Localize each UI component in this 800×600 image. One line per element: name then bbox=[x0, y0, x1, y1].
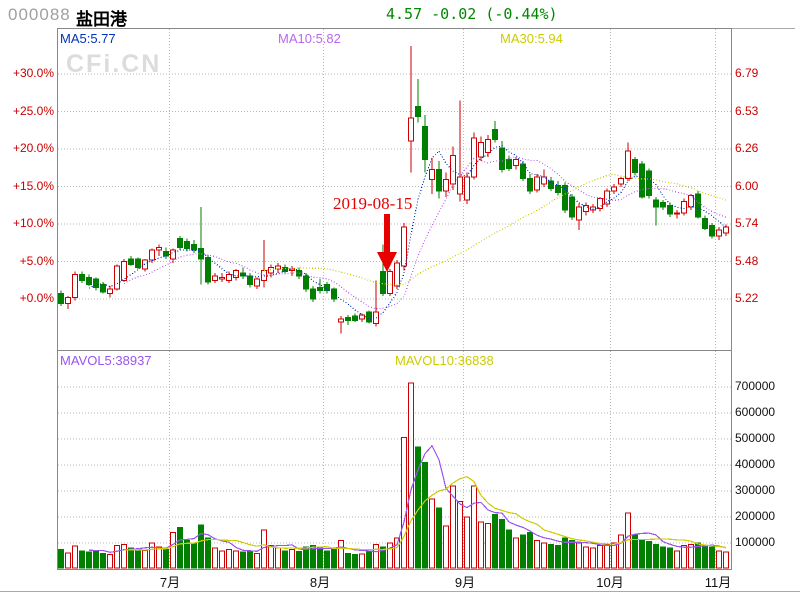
month-label: 9月 bbox=[454, 575, 476, 590]
stock-code: 000088 bbox=[8, 5, 71, 24]
volume-axis-label: 200000 bbox=[735, 509, 776, 523]
volume-axis-label: 100000 bbox=[735, 535, 776, 549]
price-axis-label: 6.53 bbox=[735, 103, 759, 118]
price-axis-label: 5.48 bbox=[735, 253, 759, 268]
price-axis-label: 6.79 bbox=[735, 66, 759, 80]
volume-axis-label: 300000 bbox=[735, 483, 776, 497]
price-quote: 4.57 -0.02 (-0.44%) bbox=[386, 5, 558, 23]
volume-chart bbox=[58, 351, 731, 569]
price-axis-label: 6.26 bbox=[735, 141, 759, 155]
price-axis-label: 5.22 bbox=[735, 291, 759, 305]
month-label: 7月 bbox=[159, 575, 181, 590]
volume-axis-label: 600000 bbox=[735, 405, 776, 419]
price-chart-pane bbox=[57, 28, 732, 352]
ma30-label: MA30:5.94 bbox=[500, 31, 563, 46]
pct-axis-label: +0.0% bbox=[19, 291, 54, 305]
month-label: 10月 bbox=[596, 575, 624, 590]
mavol5-label: MAVOL5:38937 bbox=[60, 353, 152, 368]
price-axis-label: 6.00 bbox=[735, 178, 759, 193]
volume-axis-label: 500000 bbox=[735, 431, 776, 445]
month-label: 8月 bbox=[309, 575, 331, 590]
price-axis-label: 5.74 bbox=[735, 216, 759, 230]
ma10-label: MA10:5.82 bbox=[278, 31, 341, 46]
candlestick-chart bbox=[58, 29, 731, 351]
pct-axis-label: +20.0% bbox=[12, 141, 54, 155]
volume-chart-pane bbox=[57, 350, 732, 570]
pct-axis-label: +10.0% bbox=[12, 216, 54, 230]
stock-name: 盐田港 bbox=[76, 10, 127, 29]
cfi-watermark: CFi.CN bbox=[66, 50, 162, 78]
month-label: 11月 bbox=[704, 575, 732, 590]
volume-axis-label: 700000 bbox=[735, 379, 776, 393]
annotation-date-label: 2019-08-15 bbox=[333, 194, 413, 213]
page-bottom-divider bbox=[0, 591, 800, 592]
pct-axis-label: +15.0% bbox=[12, 178, 54, 193]
annotation-arrow-icon bbox=[377, 214, 397, 272]
mavol10-label: MAVOL10:36838 bbox=[395, 353, 494, 368]
volume-axis-label: 400000 bbox=[735, 457, 776, 471]
pct-axis-label: +30.0% bbox=[12, 66, 54, 80]
pct-axis-label: +5.0% bbox=[19, 253, 54, 268]
ma5-label: MA5:5.77 bbox=[60, 31, 116, 46]
pct-axis-label: +25.0% bbox=[12, 103, 54, 118]
